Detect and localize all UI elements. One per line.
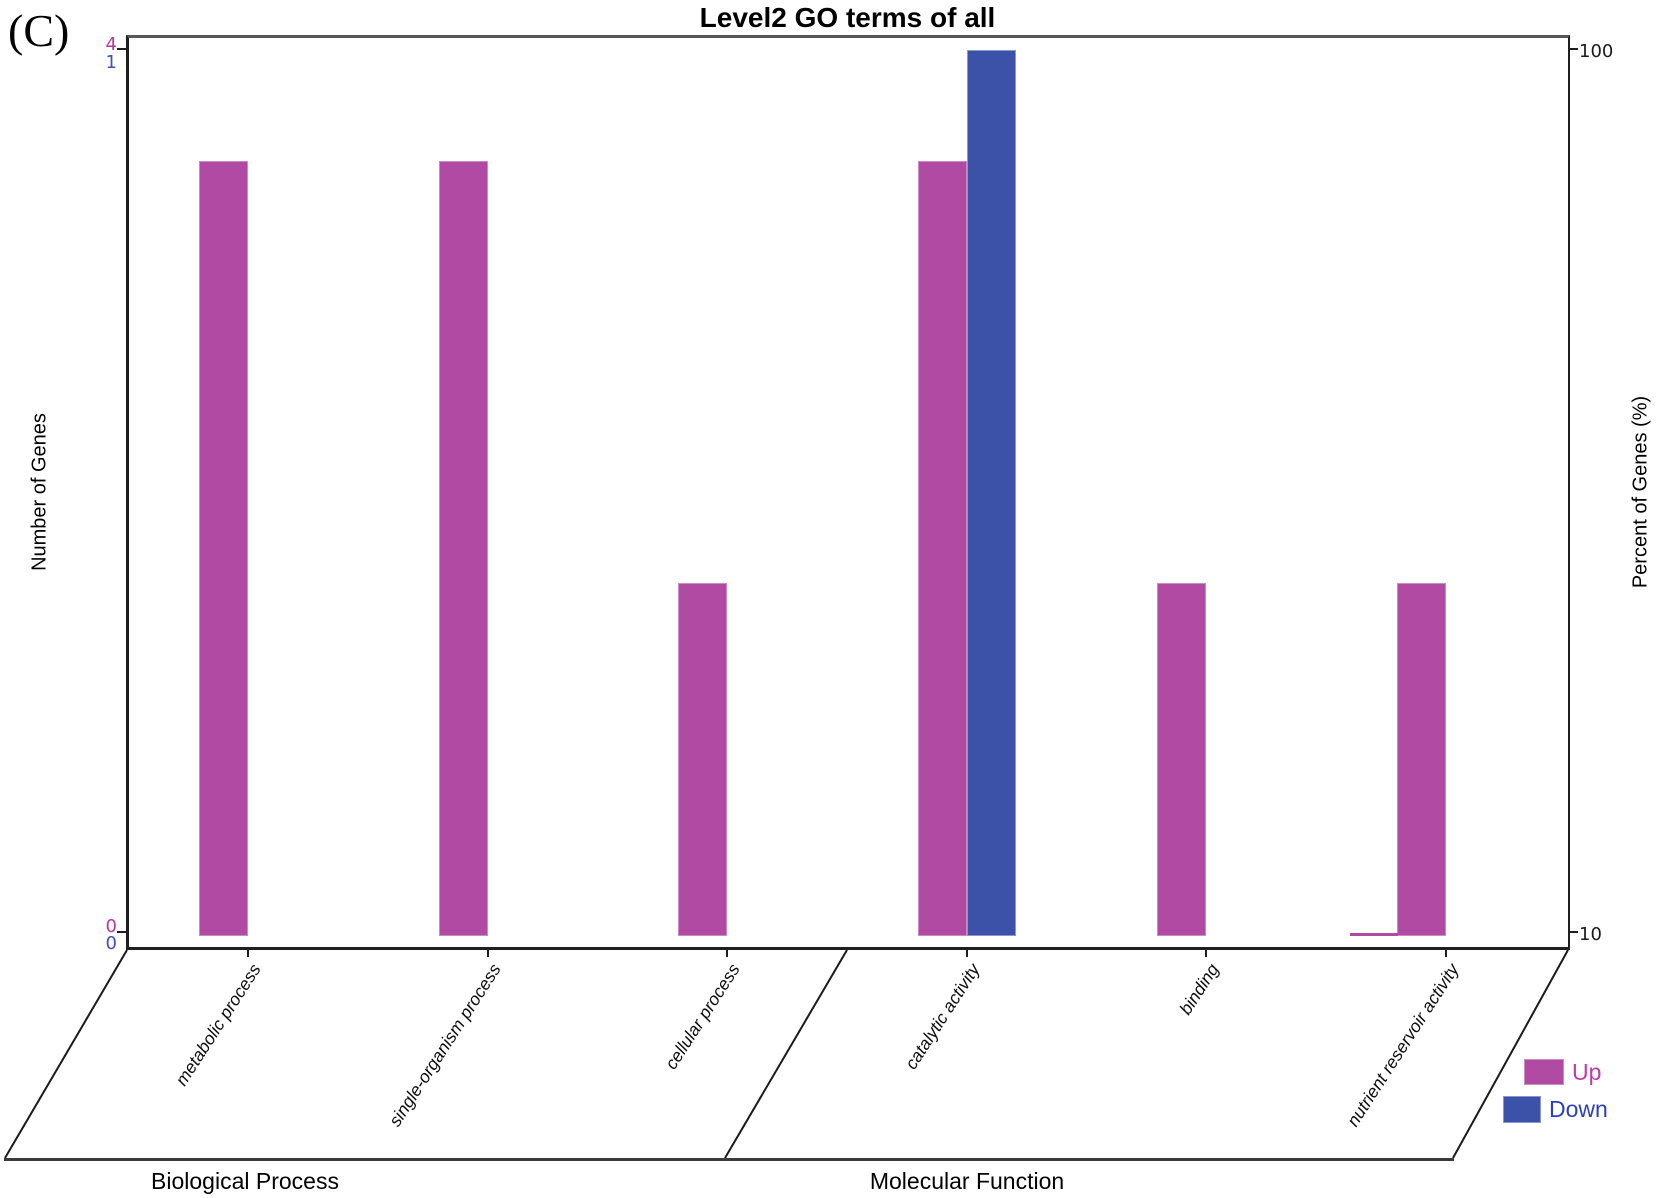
group-label-biological-process: Biological Process [151, 1168, 339, 1194]
category-tickmark-cellular-process [726, 949, 729, 957]
category-tickmark-nutrient-reservoir-activity [1445, 949, 1447, 957]
right-axis-bottom-tickmark [1568, 931, 1578, 933]
category-tickmark-catalytic-activity [965, 949, 968, 957]
right-axis-top-tickmark [1568, 48, 1578, 50]
left-axis-down-max-tick: 1 [105, 52, 117, 73]
category-label-catalytic-activity: catalytic activity [900, 960, 984, 1073]
bar-up-binding [1157, 582, 1207, 936]
category-tickmark-metabolic-process [247, 949, 249, 957]
category-label-binding: binding [1175, 960, 1224, 1019]
category-label-metabolic-process: metabolic process [171, 960, 265, 1090]
left-axis-down-zero-tick: 0 [105, 933, 117, 954]
bar-up-single-organism-process [438, 160, 488, 936]
bar-up-catalytic-activity [917, 160, 967, 936]
category-tickmark-single-organism-process [486, 949, 489, 957]
category-label-single-organism-process: single-organism process [384, 960, 505, 1130]
plot-area [126, 35, 1570, 950]
category-tickmark-binding [1205, 949, 1208, 957]
bar-up-cellular-process [678, 582, 728, 936]
right-axis-min-tick: 10 [1579, 924, 1602, 945]
baseline-artifact-line [1350, 933, 1398, 936]
left-axis-title: Number of Genes [28, 413, 51, 571]
bar-up-nutrient-reservoir-activity [1397, 582, 1446, 936]
right-axis-title: Percent of Genes (%) [1629, 395, 1652, 589]
category-label-cellular-process: cellular process [660, 960, 744, 1073]
left-axis-bottom-tickmark [117, 931, 127, 933]
left-axis-up-zero-tick: 0 [105, 916, 117, 937]
category-label-nutrient-reservoir-activity: nutrient reservoir activity [1342, 960, 1463, 1130]
left-axis-top-tickmark [117, 48, 127, 50]
legend-down-label: Down [1549, 1096, 1608, 1122]
bar-down-catalytic-activity [966, 50, 1016, 936]
right-axis-max-tick: 100 [1579, 41, 1614, 62]
bar-up-metabolic-process [199, 160, 248, 936]
left-axis-up-max-tick: 4 [105, 34, 117, 55]
legend-up-swatch [1524, 1059, 1564, 1085]
legend-up-label: Up [1572, 1059, 1602, 1085]
group-label-molecular-function: Molecular Function [869, 1168, 1065, 1194]
panel-label: (C) [8, 5, 70, 56]
legend-down-swatch [1503, 1096, 1541, 1123]
chart-title: Level2 GO terms of all [699, 2, 996, 33]
